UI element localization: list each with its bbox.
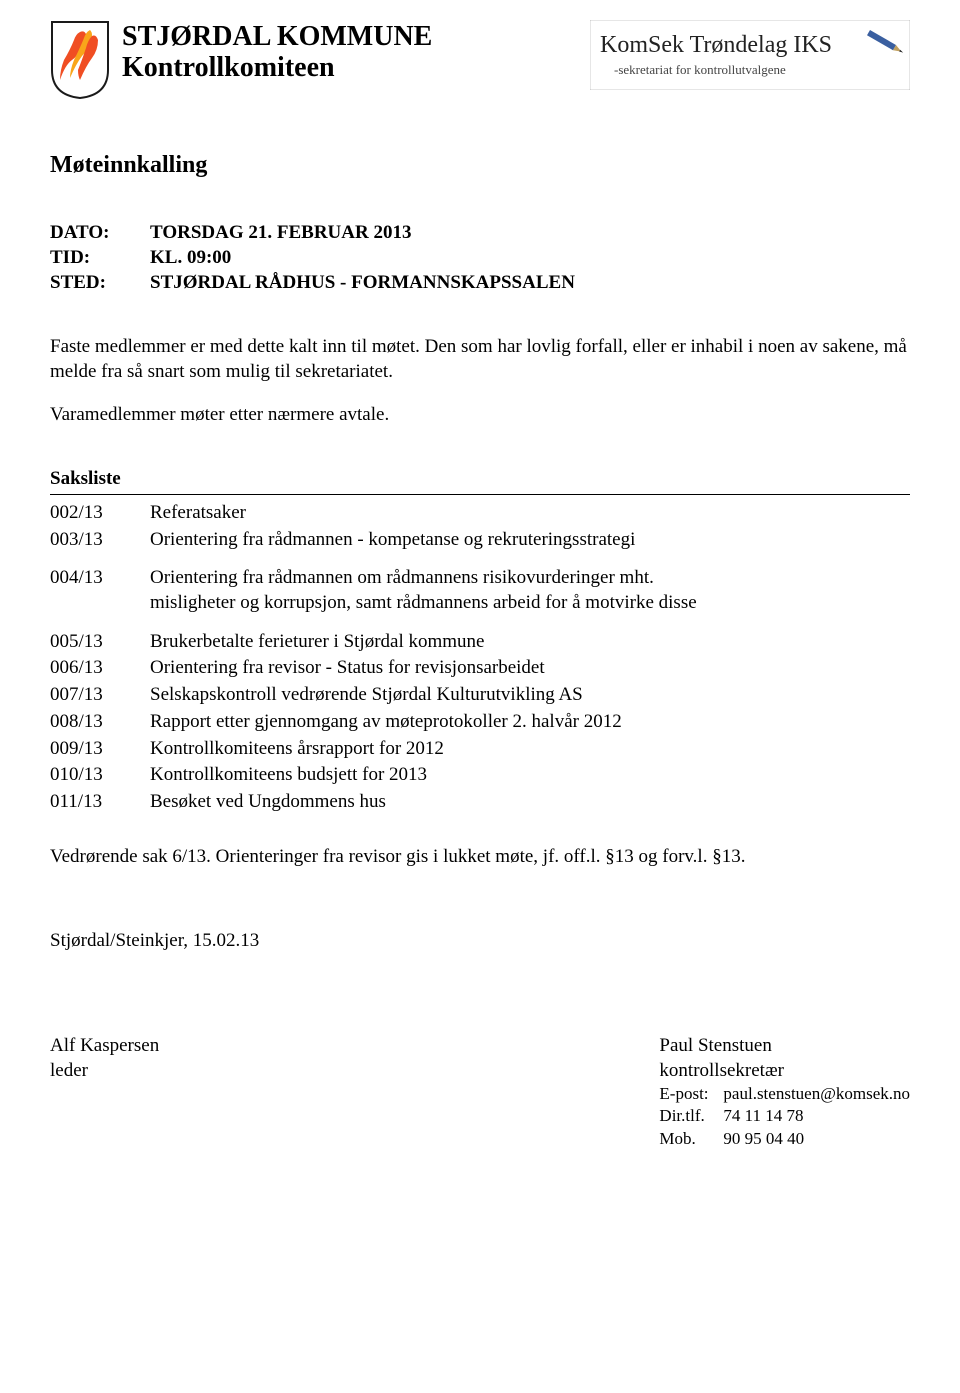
contact-label: Mob. [659, 1128, 723, 1150]
sak-description: Kontrollkomiteens årsrapport for 2012 [150, 737, 910, 762]
saksliste-divider [50, 494, 910, 495]
sak-row: 004/13Orientering fra rådmannen om rådma… [50, 566, 910, 615]
meta-label: TID: [50, 246, 150, 271]
meta-row-sted: STED: STJØRDAL RÅDHUS - FORMANNSKAPSSALE… [50, 271, 910, 296]
meta-row-tid: TID: KL. 09:00 [50, 246, 910, 271]
sak-description: Brukerbetalte ferieturer i Stjørdal komm… [150, 630, 910, 655]
sak-row: 009/13Kontrollkomiteens årsrapport for 2… [50, 737, 910, 762]
date-place-line: Stjørdal/Steinkjer, 15.02.13 [50, 929, 910, 954]
header-left: STJØRDAL KOMMUNE Kontrollkomiteen [50, 20, 432, 100]
sak-row: 003/13Orientering fra rådmannen - kompet… [50, 528, 910, 553]
meta-value: STJØRDAL RÅDHUS - FORMANNSKAPSSALEN [150, 271, 575, 296]
sak-number: 010/13 [50, 763, 150, 788]
header: STJØRDAL KOMMUNE Kontrollkomiteen KomSek… [50, 20, 910, 100]
sak-description: Orientering fra rådmannen om rådmannens … [150, 566, 910, 615]
contact-label: E-post: [659, 1083, 723, 1105]
sak-description: Rapport etter gjennomgang av møteprotoko… [150, 710, 910, 735]
meeting-meta: DATO: TORSDAG 21. FEBRUAR 2013 TID: KL. … [50, 221, 910, 295]
intro-paragraph-1: Faste medlemmer er med dette kalt inn ti… [50, 335, 910, 384]
sak-number: 005/13 [50, 630, 150, 655]
contact-value: paul.stenstuen@komsek.no [723, 1083, 910, 1105]
sak-row: 006/13Orientering fra revisor - Status f… [50, 656, 910, 681]
contact-dirtlf: Dir.tlf. 74 11 14 78 [659, 1105, 910, 1127]
contact-mob: Mob. 90 95 04 40 [659, 1128, 910, 1150]
footnote: Vedrørende sak 6/13. Orienteringer fra r… [50, 845, 910, 870]
sak-number: 003/13 [50, 528, 150, 553]
document-title: Møteinnkalling [50, 150, 910, 181]
signer-title: leder [50, 1059, 159, 1084]
sak-row: 008/13Rapport etter gjennomgang av møtep… [50, 710, 910, 735]
sak-number: 007/13 [50, 683, 150, 708]
org-subtitle: Kontrollkomiteen [122, 53, 432, 84]
meta-label: DATO: [50, 221, 150, 246]
sak-description: Besøket ved Ungdommens hus [150, 790, 910, 815]
contact-label: Dir.tlf. [659, 1105, 723, 1127]
sak-number: 008/13 [50, 710, 150, 735]
sak-row: 011/13Besøket ved Ungdommens hus [50, 790, 910, 815]
logo-tagline: -sekretariat for kontrollutvalgene [614, 62, 786, 77]
contact-value: 74 11 14 78 [723, 1105, 803, 1127]
signature-row: Alf Kaspersen leder Paul Stenstuen kontr… [50, 1034, 910, 1150]
sak-number: 002/13 [50, 501, 150, 526]
contact-value: 90 95 04 40 [723, 1128, 804, 1150]
contact-epost: E-post: paul.stenstuen@komsek.no [659, 1083, 910, 1105]
logo-main-text: KomSek Trøndelag IKS [600, 32, 832, 58]
saksliste: 002/13Referatsaker003/13Orientering fra … [50, 501, 910, 815]
org-name: STJØRDAL KOMMUNE [122, 22, 432, 53]
sak-description: Referatsaker [150, 501, 910, 526]
sak-row: 005/13Brukerbetalte ferieturer i Stjørda… [50, 630, 910, 655]
sak-row: 007/13Selskapskontroll vedrørende Stjørd… [50, 683, 910, 708]
meta-row-dato: DATO: TORSDAG 21. FEBRUAR 2013 [50, 221, 910, 246]
signature-right: Paul Stenstuen kontrollsekretær E-post: … [659, 1034, 910, 1150]
sak-number: 011/13 [50, 790, 150, 815]
sak-number: 006/13 [50, 656, 150, 681]
sak-row: 002/13Referatsaker [50, 501, 910, 526]
intro-paragraph-2: Varamedlemmer møter etter nærmere avtale… [50, 403, 910, 428]
municipal-crest-icon [50, 20, 110, 100]
meta-value: KL. 09:00 [150, 246, 231, 271]
sak-description: Orientering fra revisor - Status for rev… [150, 656, 910, 681]
meta-label: STED: [50, 271, 150, 296]
signer-title: kontrollsekretær [659, 1059, 910, 1084]
meta-value: TORSDAG 21. FEBRUAR 2013 [150, 221, 411, 246]
org-block: STJØRDAL KOMMUNE Kontrollkomiteen [122, 20, 432, 84]
signer-name: Alf Kaspersen [50, 1034, 159, 1059]
saksliste-title: Saksliste [50, 467, 910, 492]
signer-name: Paul Stenstuen [659, 1034, 910, 1059]
sak-number: 009/13 [50, 737, 150, 762]
sak-description: Selskapskontroll vedrørende Stjørdal Kul… [150, 683, 910, 708]
sak-number: 004/13 [50, 566, 150, 615]
sak-description: Orientering fra rådmannen - kompetanse o… [150, 528, 910, 553]
sak-row: 010/13Kontrollkomiteens budsjett for 201… [50, 763, 910, 788]
signer-contact: E-post: paul.stenstuen@komsek.no Dir.tlf… [659, 1083, 910, 1149]
sak-description: Kontrollkomiteens budsjett for 2013 [150, 763, 910, 788]
signature-left: Alf Kaspersen leder [50, 1034, 159, 1150]
komsek-logo-icon: KomSek Trøndelag IKS -sekretariat for ko… [590, 20, 910, 90]
